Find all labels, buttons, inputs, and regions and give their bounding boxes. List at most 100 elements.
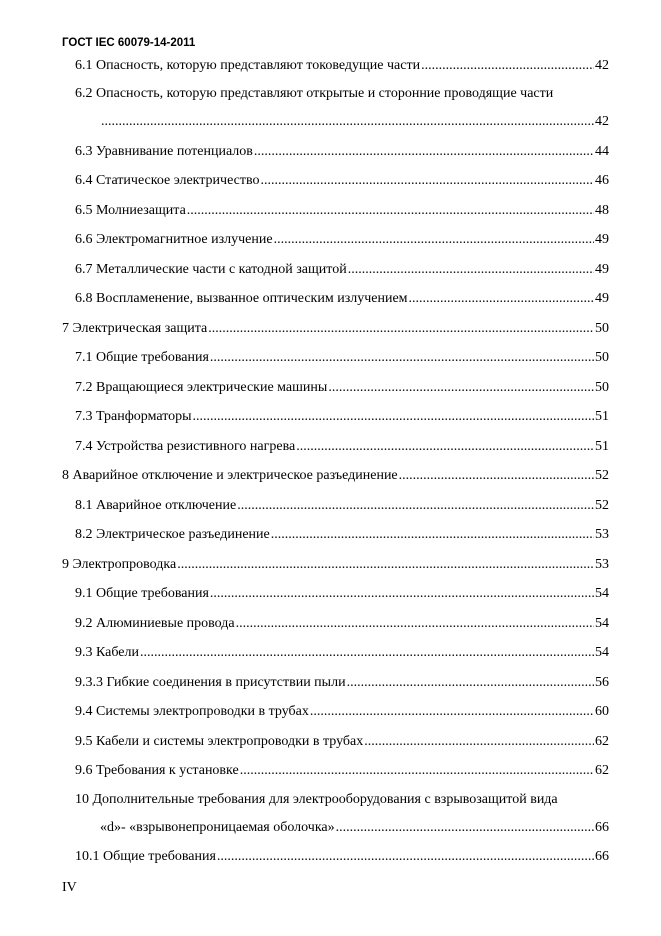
entry-page: 54 xyxy=(595,645,609,661)
entry-page: 52 xyxy=(595,497,609,513)
dot-leader xyxy=(101,114,594,130)
toc-entry: 6.1 Опасность, которую представляют токо… xyxy=(62,51,609,81)
toc-entry: 9.1 Общие требования 54 xyxy=(62,580,609,610)
toc-entry: 7.4 Устройства резистивного нагрева 51 xyxy=(62,432,609,462)
dot-leader xyxy=(336,820,594,836)
entry-label: 8.1 Аварийное отключение xyxy=(75,497,237,513)
dot-leader xyxy=(208,321,594,337)
dot-leader xyxy=(364,734,594,750)
toc-entry: 8.1 Аварийное отключение 52 xyxy=(62,491,609,521)
entry-page: 54 xyxy=(595,586,609,602)
entry-page: 53 xyxy=(595,556,609,572)
entry-label: 10.1 Общие требования xyxy=(75,849,216,865)
entry-page: 51 xyxy=(595,409,609,425)
toc-entry: 8.2 Электрическое разъединение 53 xyxy=(62,521,609,551)
toc-entry-continuation: 42 xyxy=(62,108,609,138)
toc-entry: 9.6 Требования к установке 62 xyxy=(62,757,609,787)
dot-leader xyxy=(240,763,594,779)
dot-leader xyxy=(237,498,594,514)
entry-label: 6.5 Молниезащита xyxy=(75,202,186,218)
entry-label: 9.3 Кабели xyxy=(75,645,139,661)
entry-label: 6.1 Опасность, которую представляют токо… xyxy=(75,57,421,73)
toc-entry: 6.4 Статическое электричество 46 xyxy=(62,167,609,197)
toc-entry: 7.3 Транформаторы 51 xyxy=(62,403,609,433)
toc-entry: 9 Электропроводка 53 xyxy=(62,550,609,580)
entry-page: 49 xyxy=(595,261,609,277)
toc-entry: 10 Дополнительные требования для электро… xyxy=(62,786,609,813)
toc-entry: 9.3.3 Гибкие соединения в присутствии пы… xyxy=(62,668,609,698)
dot-leader xyxy=(409,291,594,307)
toc-entry: 9.4 Системы электропроводки в трубах 60 xyxy=(62,698,609,728)
toc-entry-continuation: «d»- «взрывонепроницаемая оболочка» 66 xyxy=(62,813,609,843)
header-title: ГОСТ IEC 60079-14-2011 xyxy=(62,37,196,49)
dot-leader xyxy=(217,849,594,865)
toc-entry: 10.1 Общие требования 66 xyxy=(62,843,609,873)
dot-leader xyxy=(177,557,594,573)
entry-label: 10 Дополнительные требования для электро… xyxy=(75,791,558,807)
entry-label: 8 Аварийное отключение и электрическое р… xyxy=(62,468,398,484)
entry-label: 7.4 Устройства резистивного нагрева xyxy=(75,438,296,454)
entry-page: 66 xyxy=(595,819,609,835)
toc-entry: 8 Аварийное отключение и электрическое р… xyxy=(62,462,609,492)
entry-label: 6.2 Опасность, которую представляют откр… xyxy=(75,86,554,101)
dot-leader xyxy=(274,232,594,248)
entry-label: 6.8 Воспламенение, вызванное оптическим … xyxy=(75,291,408,307)
entry-page: 62 xyxy=(595,733,609,749)
entry-page: 51 xyxy=(595,438,609,454)
dot-leader xyxy=(140,645,594,661)
toc-entry: 6.2 Опасность, которую представляют откр… xyxy=(62,81,609,108)
toc-entry: 6.5 Молниезащита 48 xyxy=(62,196,609,226)
entry-label: 8.2 Электрическое разъединение xyxy=(75,527,270,543)
entry-label: 9.1 Общие требования xyxy=(75,586,209,602)
entry-page: 62 xyxy=(595,763,609,779)
dot-leader xyxy=(296,439,594,455)
entry-page: 42 xyxy=(595,114,609,130)
entry-page: 53 xyxy=(595,527,609,543)
dot-leader xyxy=(236,616,594,632)
toc-entry: 6.7 Металлические части с катодной защит… xyxy=(62,255,609,285)
entry-label: 9 Электропроводка xyxy=(62,556,177,572)
entry-page: 44 xyxy=(595,143,609,159)
dot-leader xyxy=(348,262,594,278)
entry-label: 7.1 Общие требования xyxy=(75,350,209,366)
entry-label: 6.6 Электромагнитное излучение xyxy=(75,232,273,248)
toc-entry: 6.6 Электромагнитное излучение 49 xyxy=(62,226,609,256)
entry-label: 7.2 Вращающиеся электрические машины xyxy=(75,379,328,395)
entry-label: 9.5 Кабели и системы электропроводки в т… xyxy=(75,733,364,749)
toc-entry: 7.2 Вращающиеся электрические машины 50 xyxy=(62,373,609,403)
entry-page: 66 xyxy=(595,849,609,865)
entry-page: 54 xyxy=(595,615,609,631)
dot-leader xyxy=(254,144,594,160)
entry-label: 7.3 Транформаторы xyxy=(75,409,192,425)
entry-label: 9.4 Системы электропроводки в трубах xyxy=(75,704,309,720)
dot-leader xyxy=(421,58,594,74)
entry-label: 6.3 Уравнивание потенциалов xyxy=(75,143,253,159)
dot-leader xyxy=(347,675,594,691)
entry-page: 42 xyxy=(595,57,609,73)
page-number: IV xyxy=(62,880,77,895)
entry-page: 48 xyxy=(595,202,609,218)
entry-page: 56 xyxy=(595,674,609,690)
toc-entry: 6.3 Уравнивание потенциалов 44 xyxy=(62,137,609,167)
dot-leader xyxy=(399,468,594,484)
entry-page: 50 xyxy=(595,320,609,336)
entry-page: 46 xyxy=(595,173,609,189)
toc-entry: 6.8 Воспламенение, вызванное оптическим … xyxy=(62,285,609,315)
entry-label: 9.2 Алюминиевые провода xyxy=(75,615,235,631)
dot-leader xyxy=(271,527,594,543)
toc-entry: 7.1 Общие требования 50 xyxy=(62,344,609,374)
dot-leader xyxy=(310,704,594,720)
entry-label: 9.3.3 Гибкие соединения в присутствии пы… xyxy=(75,674,346,690)
entry-label: 6.7 Металлические части с катодной защит… xyxy=(75,261,347,277)
entry-page: 50 xyxy=(595,350,609,366)
table-of-contents: 6.1 Опасность, которую представляют токо… xyxy=(62,51,609,872)
entry-page: 50 xyxy=(595,379,609,395)
entry-label: 6.4 Статическое электричество xyxy=(75,173,260,189)
toc-entry: 9.2 Алюминиевые провода 54 xyxy=(62,609,609,639)
toc-entry: 7 Электрическая защита 50 xyxy=(62,314,609,344)
entry-label: 9.6 Требования к установке xyxy=(75,763,239,779)
entry-page: 49 xyxy=(595,232,609,248)
toc-entry: 9.3 Кабели 54 xyxy=(62,639,609,669)
dot-leader xyxy=(187,203,594,219)
entry-page: 52 xyxy=(595,468,609,484)
